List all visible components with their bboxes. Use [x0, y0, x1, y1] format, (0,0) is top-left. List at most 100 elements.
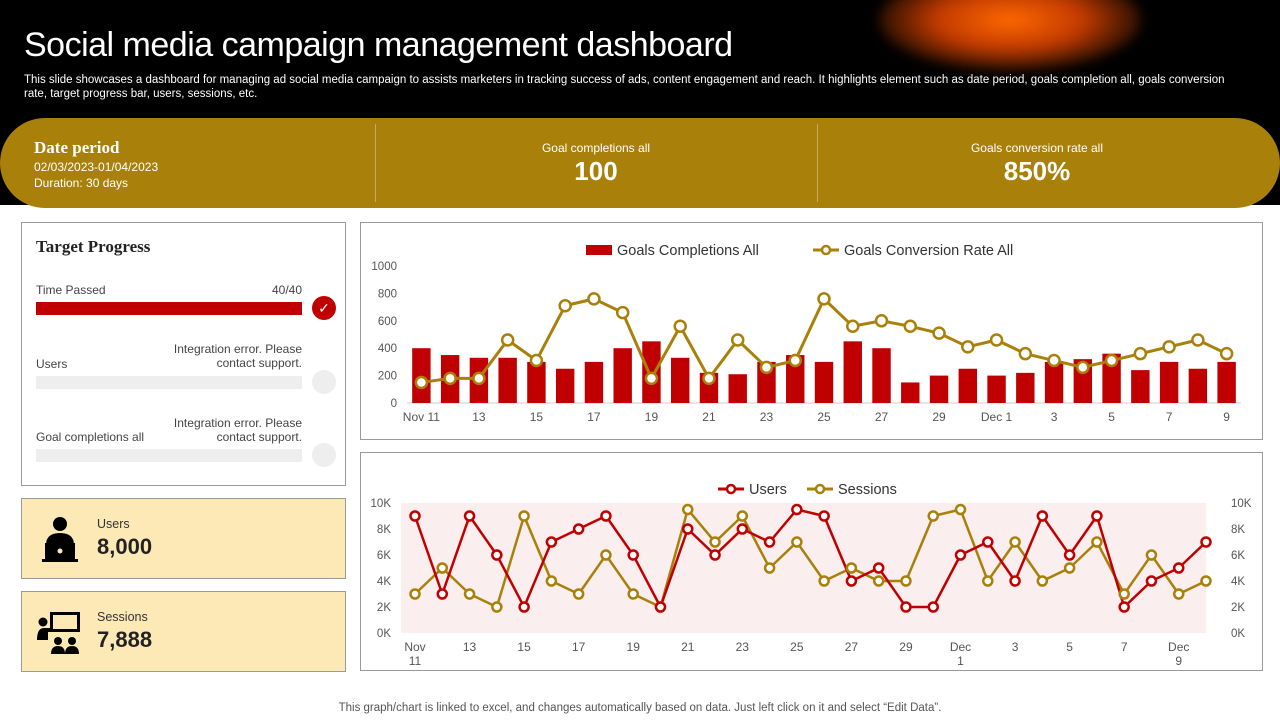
- sessions-point: [627, 588, 639, 600]
- x-tick-label-line: 9: [1175, 654, 1182, 668]
- y-tick-label: 600: [378, 316, 397, 328]
- goals-bar: [498, 357, 517, 403]
- users-sessions-chart: Users Sessions 0K 0K 2K 2K 4K 4K 6K 6K 8K 8K 10K 10K N…: [371, 482, 1252, 668]
- x-tick-label: 21: [681, 640, 695, 654]
- x-tick-label: 15: [517, 640, 531, 654]
- x-tick-label: Nov 11: [403, 410, 440, 424]
- sessions-point: [791, 536, 803, 548]
- x-tick-label: 23: [760, 410, 774, 424]
- goals-bar: [1131, 370, 1150, 403]
- users-point: [491, 549, 503, 561]
- x-tick-label-line: 19: [627, 640, 641, 654]
- goals-bar: [1159, 361, 1179, 403]
- page-subtitle: This slide showcases a dashboard for man…: [24, 74, 1225, 100]
- conversion-point: [1133, 346, 1148, 361]
- conversion-point: [788, 353, 802, 368]
- conversion-point: [500, 333, 515, 347]
- conversion-point: [961, 340, 975, 354]
- x-tick-label-line: 25: [790, 640, 804, 654]
- users-point: [682, 523, 694, 535]
- x-tick-label: Dec 1: [950, 640, 971, 668]
- target-progress-title: Target Progress: [36, 237, 151, 256]
- sessions-point: [763, 562, 776, 574]
- users-point: [436, 588, 449, 600]
- conversion-point: [846, 319, 860, 334]
- users-point: [709, 549, 721, 561]
- goals-bar: [728, 374, 747, 403]
- y-tick-label-left: 0K: [377, 628, 391, 640]
- goals-bar: [1102, 353, 1121, 403]
- y-tick-label-right: 0K: [1231, 628, 1245, 640]
- conversion-point: [874, 314, 889, 328]
- goals-bar: [527, 361, 546, 403]
- y-tick-label-right: 6K: [1231, 550, 1245, 562]
- legend-marker-sessions: [814, 483, 826, 495]
- target-progress-panel: Target Progress Time Passed 40/40 ✓ Inte…: [21, 222, 346, 486]
- legend-label-users: Users: [749, 482, 787, 498]
- y-tick-label: 800: [378, 288, 397, 300]
- sessions-point: [491, 601, 503, 613]
- conversion-point: [615, 305, 630, 320]
- x-tick-label: 25: [817, 410, 831, 424]
- y-tick-label: 400: [378, 343, 397, 355]
- x-tick-label-line: 7: [1121, 640, 1128, 654]
- goals-chart-panel: Goals Completions All Goals Conversion Ra…: [360, 222, 1263, 440]
- users-point: [463, 510, 476, 522]
- x-tick-label-line: Dec: [950, 640, 971, 654]
- header-glow: [880, 0, 1140, 70]
- users-sessions-chart-panel: Users Sessions 0K 0K 2K 2K 4K 4K 6K 6K 8K 8K 10K 10K N…: [360, 452, 1263, 671]
- users-stat-value: 8,000: [97, 534, 153, 559]
- x-tick-label: 9: [1223, 410, 1230, 424]
- sessions-stat-card: Sessions 7,888: [21, 591, 346, 672]
- goals-bar: [1016, 372, 1035, 403]
- conversion-point: [1191, 333, 1205, 347]
- x-tick-label: Dec 1: [981, 410, 1013, 424]
- x-tick-label-line: 3: [1012, 640, 1019, 654]
- sessions-stat-value: 7,888: [97, 627, 153, 652]
- x-tick-label: 27: [845, 640, 859, 654]
- goals-bar: [901, 382, 920, 403]
- x-tick-label-line: 15: [517, 640, 531, 654]
- users-point: [763, 536, 776, 548]
- goals-progress-bar: [36, 449, 302, 462]
- kpi-band: Date period 02/03/2023-01/04/2023 Durati…: [0, 118, 1280, 208]
- x-tick-label: 7: [1166, 410, 1173, 424]
- conversion-point: [1076, 360, 1090, 375]
- x-tick-label: 25: [790, 640, 804, 654]
- kpi-divider: [375, 124, 376, 202]
- presentation-icon: [37, 612, 80, 654]
- conversion-point: [1219, 346, 1234, 361]
- y-tick-label: 0: [391, 398, 397, 410]
- users-point: [1091, 510, 1103, 522]
- time-passed-bar-fill: [36, 302, 302, 315]
- users-point: [872, 562, 885, 574]
- conversion-point: [529, 353, 544, 368]
- x-tick-label: 3: [1051, 410, 1058, 424]
- x-tick-label: 19: [627, 640, 641, 654]
- goals-bar: [843, 341, 862, 403]
- sessions-point: [845, 562, 858, 574]
- sessions-point: [709, 536, 721, 548]
- users-line: [413, 508, 1207, 611]
- users-point: [982, 536, 994, 548]
- users-progress-label: Users: [36, 357, 68, 371]
- users-point: [818, 510, 830, 522]
- y-tick-label-right: 2K: [1231, 602, 1245, 614]
- x-tick-label: 5: [1108, 410, 1115, 424]
- users-stat-label: Users: [97, 517, 130, 531]
- x-tick-label-line: 23: [736, 640, 750, 654]
- conversion-point: [472, 371, 486, 386]
- legend-marker-users: [725, 483, 737, 495]
- conversion-point: [414, 375, 429, 390]
- y-tick-label: 1000: [371, 261, 397, 273]
- y-tick-label-right: 10K: [1231, 498, 1252, 510]
- users-point: [1009, 575, 1021, 587]
- users-point: [1063, 549, 1076, 561]
- users-stat-card: Users 8,000: [21, 498, 346, 579]
- goals-bar: [929, 375, 949, 403]
- goals-bar: [1217, 361, 1236, 403]
- goals-bar: [671, 357, 690, 403]
- sessions-point: [682, 503, 694, 516]
- goals-chart: Goals Completions All Goals Conversion Ra…: [371, 243, 1241, 424]
- conversion-point: [1104, 353, 1119, 368]
